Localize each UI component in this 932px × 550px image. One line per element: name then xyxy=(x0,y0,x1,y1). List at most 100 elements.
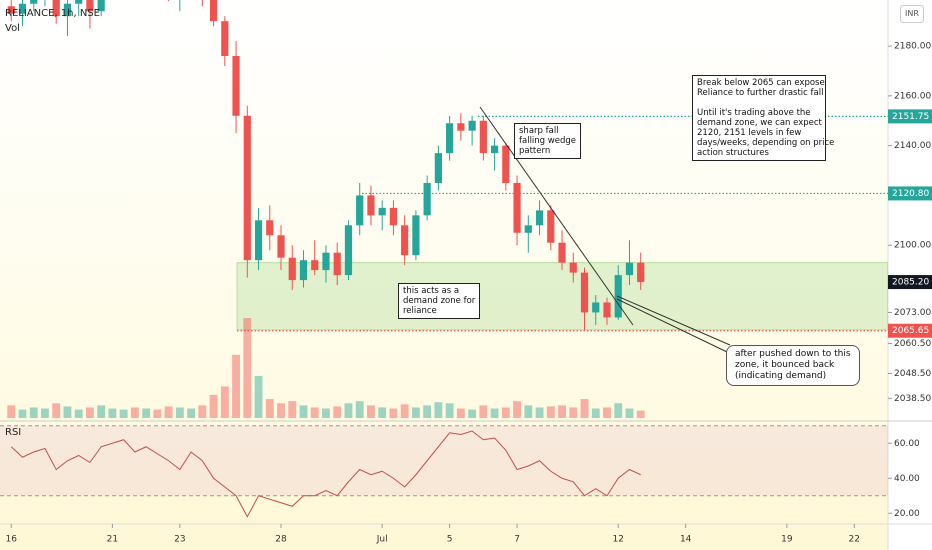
note-line: demand zone for xyxy=(403,296,476,306)
rsi-tick-label: 60.00 xyxy=(894,439,920,449)
note-line: Reliance to further drastic fall xyxy=(697,88,824,98)
candle-body xyxy=(524,225,532,233)
candle-body xyxy=(468,120,476,131)
candle-body xyxy=(558,242,566,263)
volume-bar xyxy=(468,409,477,418)
candle-body xyxy=(254,220,263,261)
candle-body xyxy=(412,215,420,256)
volume-bar xyxy=(277,403,285,418)
volume-label: Vol xyxy=(5,23,20,34)
note-line: (indicating demand) xyxy=(735,371,827,381)
note-line xyxy=(697,98,821,108)
candle-body xyxy=(389,207,398,226)
candle-body xyxy=(434,153,442,183)
candle-body xyxy=(490,145,499,154)
candle-body xyxy=(401,225,409,256)
x-tick-label: 5 xyxy=(447,535,453,545)
volume-bar xyxy=(636,410,645,418)
candle-body xyxy=(277,235,285,258)
volume-bar xyxy=(456,408,465,418)
x-tick-label: Jul xyxy=(376,535,388,545)
candle-body xyxy=(356,195,364,226)
candle-body xyxy=(75,0,83,4)
volume-bar xyxy=(220,386,229,418)
price-axis-bg xyxy=(888,0,932,550)
currency-button[interactable]: INR xyxy=(900,5,924,23)
x-tick-label: 16 xyxy=(6,535,18,545)
volume-bar xyxy=(108,408,117,418)
volume-bar xyxy=(153,409,162,418)
candle-body xyxy=(97,0,105,12)
volume-bar xyxy=(333,406,342,418)
bounce-callout: after pushed down to this zone, it bounce… xyxy=(726,345,860,386)
volume-bar xyxy=(513,401,521,418)
candle-body xyxy=(322,252,330,271)
x-tick-label: 22 xyxy=(849,535,860,545)
callout-pointer xyxy=(616,298,728,353)
x-tick-label: 28 xyxy=(275,535,287,545)
x-tick-label: 14 xyxy=(680,535,692,545)
candle-body xyxy=(378,207,386,216)
volume-bar xyxy=(378,407,387,418)
volume-bar xyxy=(434,402,443,418)
candle-body xyxy=(221,21,229,57)
volume-bar xyxy=(479,405,488,418)
volume-bar xyxy=(400,404,409,418)
candle-body xyxy=(344,225,353,276)
volume-bar xyxy=(97,405,106,418)
volume-bar xyxy=(614,403,623,418)
volume-bar xyxy=(344,403,353,418)
note-line: demand zone, we can expect xyxy=(697,118,822,128)
demand-note: this acts as a demand zone for reliance xyxy=(398,283,481,319)
rsi-band xyxy=(0,425,888,496)
candle-body xyxy=(479,120,487,154)
candle-body xyxy=(232,56,240,116)
volume-bar xyxy=(288,401,297,418)
y-tick-label: 2160.00 xyxy=(894,91,931,101)
volume-bar xyxy=(18,409,27,418)
y-tick-label: 2073.00 xyxy=(894,308,931,318)
candle-body xyxy=(367,195,375,216)
candle-body xyxy=(603,302,611,318)
volume-bar xyxy=(310,407,319,418)
x-tick-label: 21 xyxy=(107,535,118,545)
volume-bar xyxy=(85,407,94,418)
candle-body xyxy=(569,262,577,273)
y-tick-label: 2060.50 xyxy=(894,339,931,349)
wedge-note: sharp fall falling wedge pattern xyxy=(514,123,581,159)
price-tag xyxy=(888,275,932,290)
volume-bar xyxy=(41,408,49,418)
volume-bar xyxy=(209,394,218,418)
price-tag xyxy=(888,323,932,338)
volume-bar xyxy=(558,405,566,418)
trendline xyxy=(479,106,634,326)
note-line: after pushed down to this xyxy=(735,349,851,359)
price-tag-label: 2151.75 xyxy=(892,112,929,122)
note-line: action structures xyxy=(697,148,769,158)
x-tick-label: 19 xyxy=(781,535,793,545)
callout-pointer xyxy=(616,295,731,346)
note-line: this acts as a xyxy=(403,286,460,296)
price-tag xyxy=(888,109,932,124)
volume-bar xyxy=(74,409,83,418)
volume-bar xyxy=(580,399,589,418)
rsi-pane xyxy=(0,425,888,518)
candle-body xyxy=(243,115,251,261)
note-line: zone, it bounced back xyxy=(735,360,835,370)
volume-bar xyxy=(130,407,139,418)
volume-bar xyxy=(232,354,240,418)
candle-body xyxy=(18,3,27,14)
volume-bar xyxy=(591,408,600,418)
note-line: falling wedge xyxy=(519,136,576,146)
volume-bar xyxy=(411,407,420,418)
volume-bar xyxy=(423,405,432,418)
volume-bar xyxy=(63,406,72,418)
volume-bar xyxy=(187,408,196,418)
rsi-label: RSI xyxy=(5,427,22,438)
candle-body xyxy=(580,272,589,313)
volume-bar xyxy=(389,408,398,418)
candle-body xyxy=(423,182,431,216)
volume-bar xyxy=(625,408,634,418)
candle-body xyxy=(333,252,341,276)
